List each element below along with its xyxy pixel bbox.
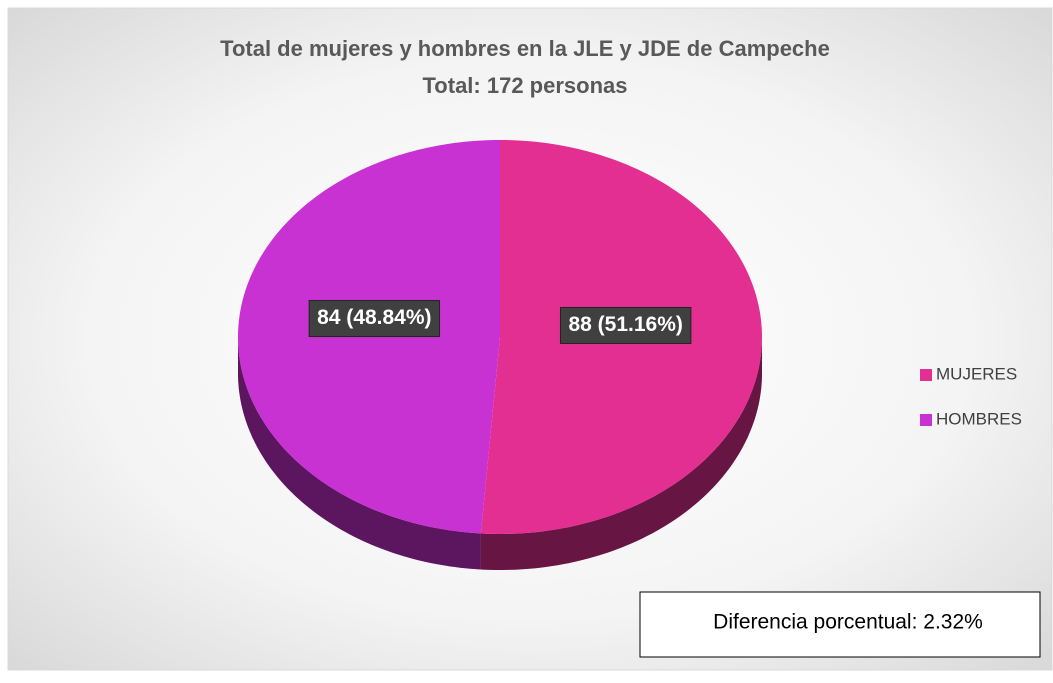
data-label-box: [559, 306, 692, 344]
chart-subtitle: Total: 172 personas: [423, 73, 628, 98]
legend-swatch: [920, 369, 932, 381]
chart-title: Total de mujeres y hombres en la JLE y J…: [220, 36, 830, 61]
legend-label: HOMBRES: [936, 409, 1022, 428]
slice-side-shade: [480, 337, 762, 570]
data-label: 88 (51.16%): [568, 313, 682, 336]
pie: 88 (51.16%) 84 (48.84%): [238, 140, 762, 570]
annotation-box: [639, 591, 1041, 658]
annotation: Diferencia porcentual: 2.32%: [713, 611, 983, 634]
slice-side-shade: [238, 337, 481, 570]
legend-label: MUJERES: [936, 364, 1017, 383]
data-label: 84 (48.84%): [317, 306, 431, 329]
data-label-box: [308, 300, 441, 338]
legend-swatch: [920, 414, 932, 426]
